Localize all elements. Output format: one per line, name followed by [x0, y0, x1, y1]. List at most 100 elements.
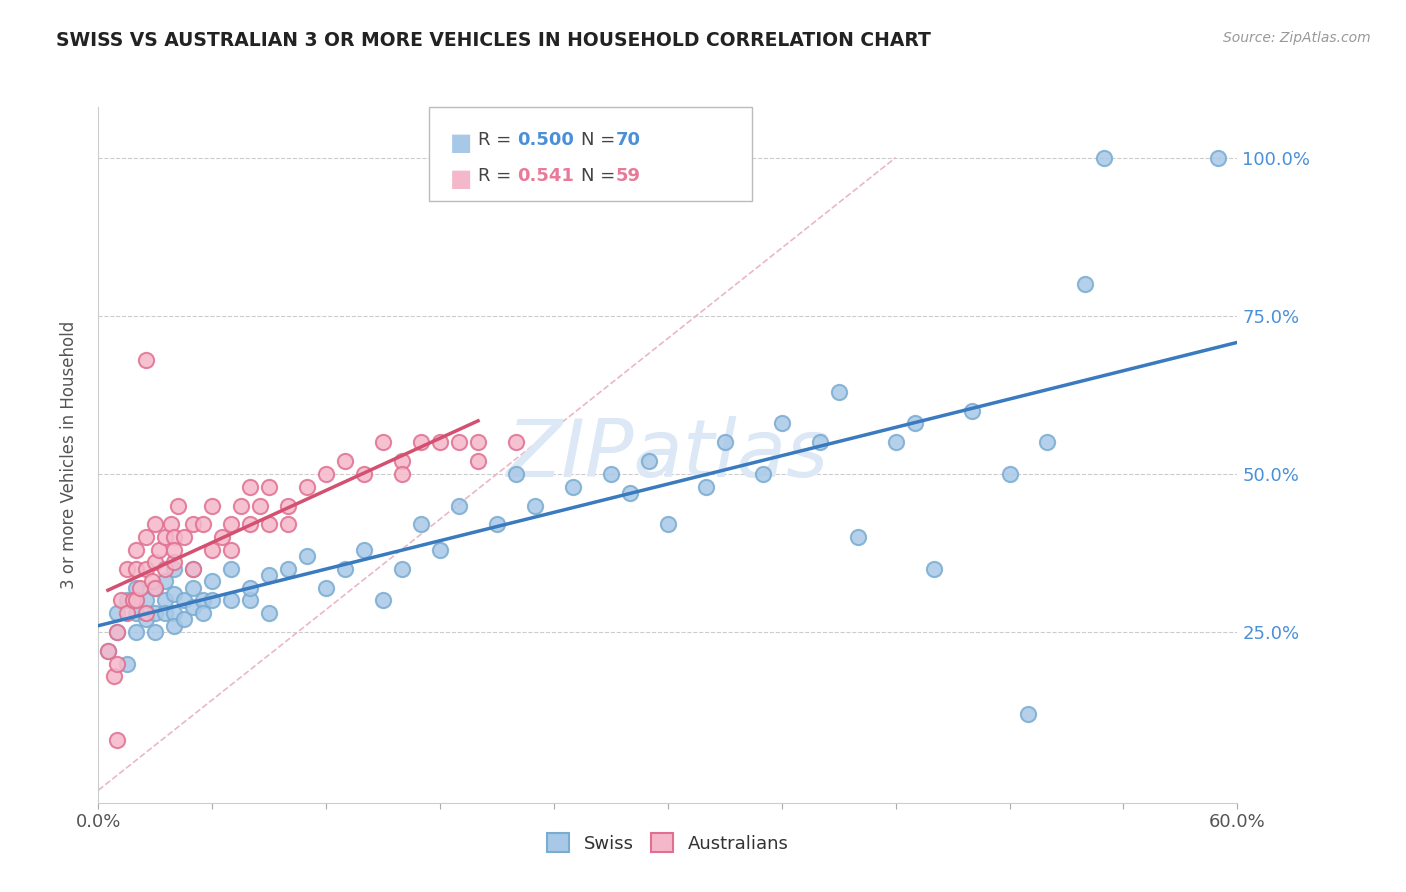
Point [153, 606, 176, 620]
Point [239, 479, 262, 493]
Point [135, 530, 157, 544]
Point [695, 479, 717, 493]
Point [486, 517, 509, 532]
Point [183, 517, 205, 532]
Text: ZIPatlas: ZIPatlas [506, 416, 830, 494]
Point [183, 581, 205, 595]
Point [1074, 277, 1097, 292]
Text: R =: R = [478, 167, 512, 185]
Point [141, 574, 163, 589]
Point [239, 517, 262, 532]
Point [221, 562, 243, 576]
Point [115, 606, 138, 620]
Point [505, 467, 527, 481]
Point [960, 403, 983, 417]
Text: R =: R = [478, 131, 512, 149]
Point [163, 587, 186, 601]
Point [153, 593, 176, 607]
Y-axis label: 3 or more Vehicles in Household: 3 or more Vehicles in Household [59, 321, 77, 589]
Point [297, 549, 319, 563]
Point [249, 499, 271, 513]
Point [145, 625, 167, 640]
Point [201, 574, 224, 589]
Point [315, 581, 337, 595]
Point [277, 562, 299, 576]
Point [191, 593, 214, 607]
Point [904, 417, 927, 431]
Point [449, 435, 471, 450]
Point [411, 435, 433, 450]
Point [163, 542, 186, 557]
Point [107, 625, 129, 640]
Point [121, 593, 143, 607]
Point [145, 606, 167, 620]
Point [173, 530, 195, 544]
Text: 59: 59 [616, 167, 641, 185]
Point [884, 435, 907, 450]
Point [259, 606, 281, 620]
Text: N =: N = [581, 167, 614, 185]
Point [353, 467, 375, 481]
Point [135, 593, 157, 607]
Point [159, 517, 181, 532]
Point [828, 384, 851, 399]
Point [107, 732, 129, 747]
Point [110, 593, 132, 607]
Point [335, 454, 357, 468]
Point [163, 606, 186, 620]
Point [135, 562, 157, 576]
Point [148, 542, 170, 557]
Point [1018, 707, 1040, 722]
Point [335, 562, 357, 576]
Point [562, 479, 585, 493]
Point [103, 669, 125, 683]
Point [125, 625, 148, 640]
Text: N =: N = [581, 131, 614, 149]
Point [221, 593, 243, 607]
Point [153, 530, 176, 544]
Point [135, 612, 157, 626]
Point [163, 556, 186, 570]
Point [657, 517, 679, 532]
Point [808, 435, 831, 450]
Point [145, 517, 167, 532]
Point [107, 625, 129, 640]
Point [167, 499, 190, 513]
Point [505, 435, 527, 450]
Point [371, 435, 394, 450]
Text: Source: ZipAtlas.com: Source: ZipAtlas.com [1223, 31, 1371, 45]
Point [145, 556, 167, 570]
Point [315, 467, 337, 481]
Text: 70: 70 [616, 131, 641, 149]
Point [153, 574, 176, 589]
Point [211, 530, 233, 544]
Point [846, 530, 869, 544]
Point [922, 562, 945, 576]
Point [115, 593, 138, 607]
Point [449, 499, 471, 513]
Point [125, 606, 148, 620]
Point [107, 657, 129, 671]
Point [391, 467, 413, 481]
Point [183, 562, 205, 576]
Point [467, 454, 489, 468]
Point [115, 562, 138, 576]
Point [173, 612, 195, 626]
Point [467, 435, 489, 450]
Point [129, 581, 152, 595]
Point [183, 599, 205, 614]
Point [1208, 151, 1230, 165]
Point [191, 517, 214, 532]
Point [770, 417, 793, 431]
Point [201, 593, 224, 607]
Point [371, 593, 394, 607]
Point [297, 479, 319, 493]
Point [277, 517, 299, 532]
Point [259, 517, 281, 532]
Point [411, 517, 433, 532]
Point [524, 499, 547, 513]
Point [619, 486, 641, 500]
Point [163, 530, 186, 544]
Point [391, 562, 413, 576]
Point [600, 467, 623, 481]
